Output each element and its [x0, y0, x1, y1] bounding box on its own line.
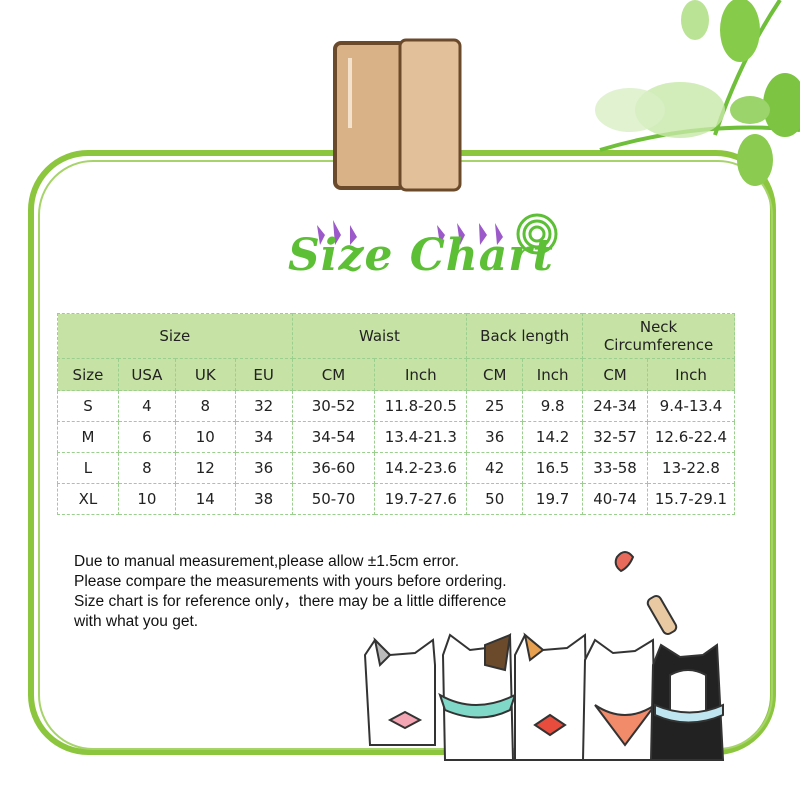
page-title: Size Chart: [288, 230, 554, 281]
table-cell: 36: [466, 421, 524, 453]
sub-header: CM: [466, 358, 524, 391]
table-cell: 34-54: [291, 421, 376, 453]
table-cell: 42: [466, 452, 524, 484]
table-row: M 6 10 34 34-54 13.4-21.3 36 14.2 32-57 12.6-22.4: [57, 421, 735, 453]
note-line: Due to manual measurement,please allow ±…: [74, 553, 459, 570]
group-header-row: Size Waist Back length Neck Circumferenc…: [57, 313, 735, 359]
sub-header: Inch: [374, 358, 468, 391]
group-header: Waist: [291, 313, 468, 359]
clothespin-icon: [333, 38, 462, 192]
table-cell: 10: [174, 421, 236, 453]
heart-icon: [614, 551, 635, 573]
group-header: Neck Circumference: [582, 313, 735, 359]
table-cell: 30-52: [291, 390, 376, 422]
sub-header: CM: [291, 358, 376, 391]
table-cell: 4: [117, 390, 176, 422]
table-cell: 16.5: [522, 452, 584, 484]
table-cell: 15.7-29.1: [647, 483, 735, 515]
table-cell: 38: [234, 483, 293, 515]
table-cell: 36-60: [291, 452, 376, 484]
sub-header: EU: [234, 358, 293, 391]
table-cell: 10: [117, 483, 176, 515]
note-line: Size chart is for reference only，there m…: [74, 593, 507, 610]
note-line: with what you get.: [74, 613, 199, 630]
table-cell: S: [57, 390, 119, 422]
hearts-icon: [317, 220, 357, 245]
leaves-icon: [595, 0, 800, 186]
table-cell: 50: [466, 483, 524, 515]
table-cell: XL: [57, 483, 119, 515]
size-chart-table: Size Waist Back length Neck Circumferenc…: [57, 313, 735, 515]
table-row: L 8 12 36 36-60 14.2-23.6 42 16.5 33-58 13-22.8: [57, 452, 735, 484]
table-cell: 36: [234, 452, 293, 484]
table-cell: 19.7-27.6: [374, 483, 468, 515]
table-cell: 24-34: [582, 390, 649, 422]
bone-icon: [646, 595, 678, 635]
table-cell: 19.7: [522, 483, 584, 515]
sub-header-row: Size USA UK EU CM Inch CM Inch CM Inch: [57, 358, 735, 391]
sub-header: USA: [117, 358, 176, 391]
table-cell: M: [57, 421, 119, 453]
table-cell: 8: [117, 452, 176, 484]
table-cell: 13-22.8: [647, 452, 735, 484]
table-cell: 34: [234, 421, 293, 453]
table-cell: 13.4-21.3: [374, 421, 468, 453]
sub-header: UK: [174, 358, 236, 391]
table-cell: 6: [117, 421, 176, 453]
sub-header: Size: [57, 358, 119, 391]
note-line: Please compare the measurements with you…: [74, 573, 507, 590]
table-cell: 8: [174, 390, 236, 422]
cats-illustration: [363, 551, 725, 761]
table-cell: 33-58: [582, 452, 649, 484]
table-cell: 9.4-13.4: [647, 390, 735, 422]
table-cell: 12.6-22.4: [647, 421, 735, 453]
table-row: S 4 8 32 30-52 11.8-20.5 25 9.8 24-34 9.4-13.4: [57, 390, 735, 422]
table-cell: 14.2: [522, 421, 584, 453]
table-cell: 25: [466, 390, 524, 422]
table-cell: 11.8-20.5: [374, 390, 468, 422]
table-cell: L: [57, 452, 119, 484]
sub-header: Inch: [522, 358, 584, 391]
table-cell: 32-57: [582, 421, 649, 453]
table-cell: 12: [174, 452, 236, 484]
notes: Due to manual measurement,please allow ±…: [74, 552, 507, 632]
table-cell: 14.2-23.6: [374, 452, 468, 484]
table-cell: 9.8: [522, 390, 584, 422]
sub-header: Inch: [647, 358, 735, 391]
table-cell: 40-74: [582, 483, 649, 515]
sub-header: CM: [582, 358, 649, 391]
spiral-icon: [516, 213, 558, 255]
group-header: Back length: [466, 313, 584, 359]
table-cell: 14: [174, 483, 236, 515]
table-cell: 50-70: [291, 483, 376, 515]
table-cell: 32: [234, 390, 293, 422]
table-row: XL 10 14 38 50-70 19.7-27.6 50 19.7 40-74 15.7-29…: [57, 483, 735, 515]
group-header: Size: [57, 313, 293, 359]
